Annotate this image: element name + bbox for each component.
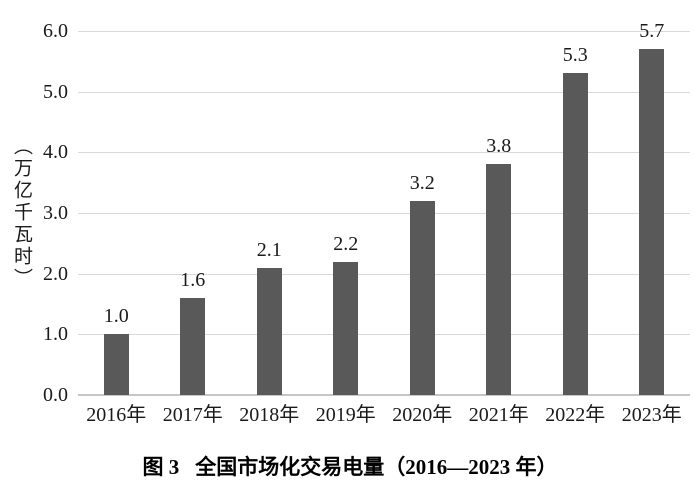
y-axis-title: （万亿千瓦时） (11, 136, 32, 290)
y-tick-label: 3.0 (43, 202, 68, 224)
bar-value-label: 5.3 (562, 44, 588, 67)
bar-value-label: 5.7 (639, 20, 665, 43)
bar (256, 267, 282, 395)
bar (409, 200, 435, 395)
gridline (78, 334, 690, 336)
bar-value-label: 2.1 (256, 238, 282, 261)
bar-value-label: 1.0 (103, 305, 129, 328)
x-tick-label: 2018年 (239, 404, 300, 426)
figure-caption-number: 图 3 (142, 455, 180, 479)
y-tick-label: 2.0 (43, 262, 68, 285)
x-tick-label: 2019年 (315, 404, 376, 426)
bar (639, 49, 665, 395)
bar-value-label: 2.2 (333, 232, 359, 255)
gridline (78, 273, 690, 275)
gridline (78, 91, 690, 93)
y-tick-label: 4.0 (43, 141, 68, 164)
x-tick-label: 2022年 (545, 404, 606, 426)
x-tick-label: 2016年 (86, 404, 147, 426)
gridline (78, 31, 690, 32)
bar (180, 297, 206, 395)
x-tick-label: 2020年 (392, 404, 453, 426)
x-axis-line (78, 394, 690, 396)
x-tick-label: 2017年 (162, 404, 223, 426)
x-tick-label: 2023年 (621, 404, 682, 426)
bar (103, 334, 129, 395)
bar (562, 73, 588, 395)
gridline (78, 213, 690, 214)
bar (333, 261, 359, 395)
figure-caption: 图 3 全国市场化交易电量（2016—2023 年） (0, 451, 700, 481)
bar-value-label: 3.2 (409, 171, 435, 194)
y-tick-label: 5.0 (43, 80, 68, 103)
y-tick-label: 0.0 (43, 384, 68, 406)
bar-value-label: 1.6 (180, 268, 206, 291)
bar-value-label: 3.8 (486, 135, 512, 158)
x-tick-label: 2021年 (468, 404, 529, 426)
gridline (78, 152, 690, 154)
y-tick-label: 1.0 (43, 323, 68, 346)
bar (486, 164, 512, 395)
figure-caption-text: 全国市场化交易电量（2016—2023 年） (195, 455, 558, 479)
y-tick-label: 6.0 (43, 20, 68, 42)
